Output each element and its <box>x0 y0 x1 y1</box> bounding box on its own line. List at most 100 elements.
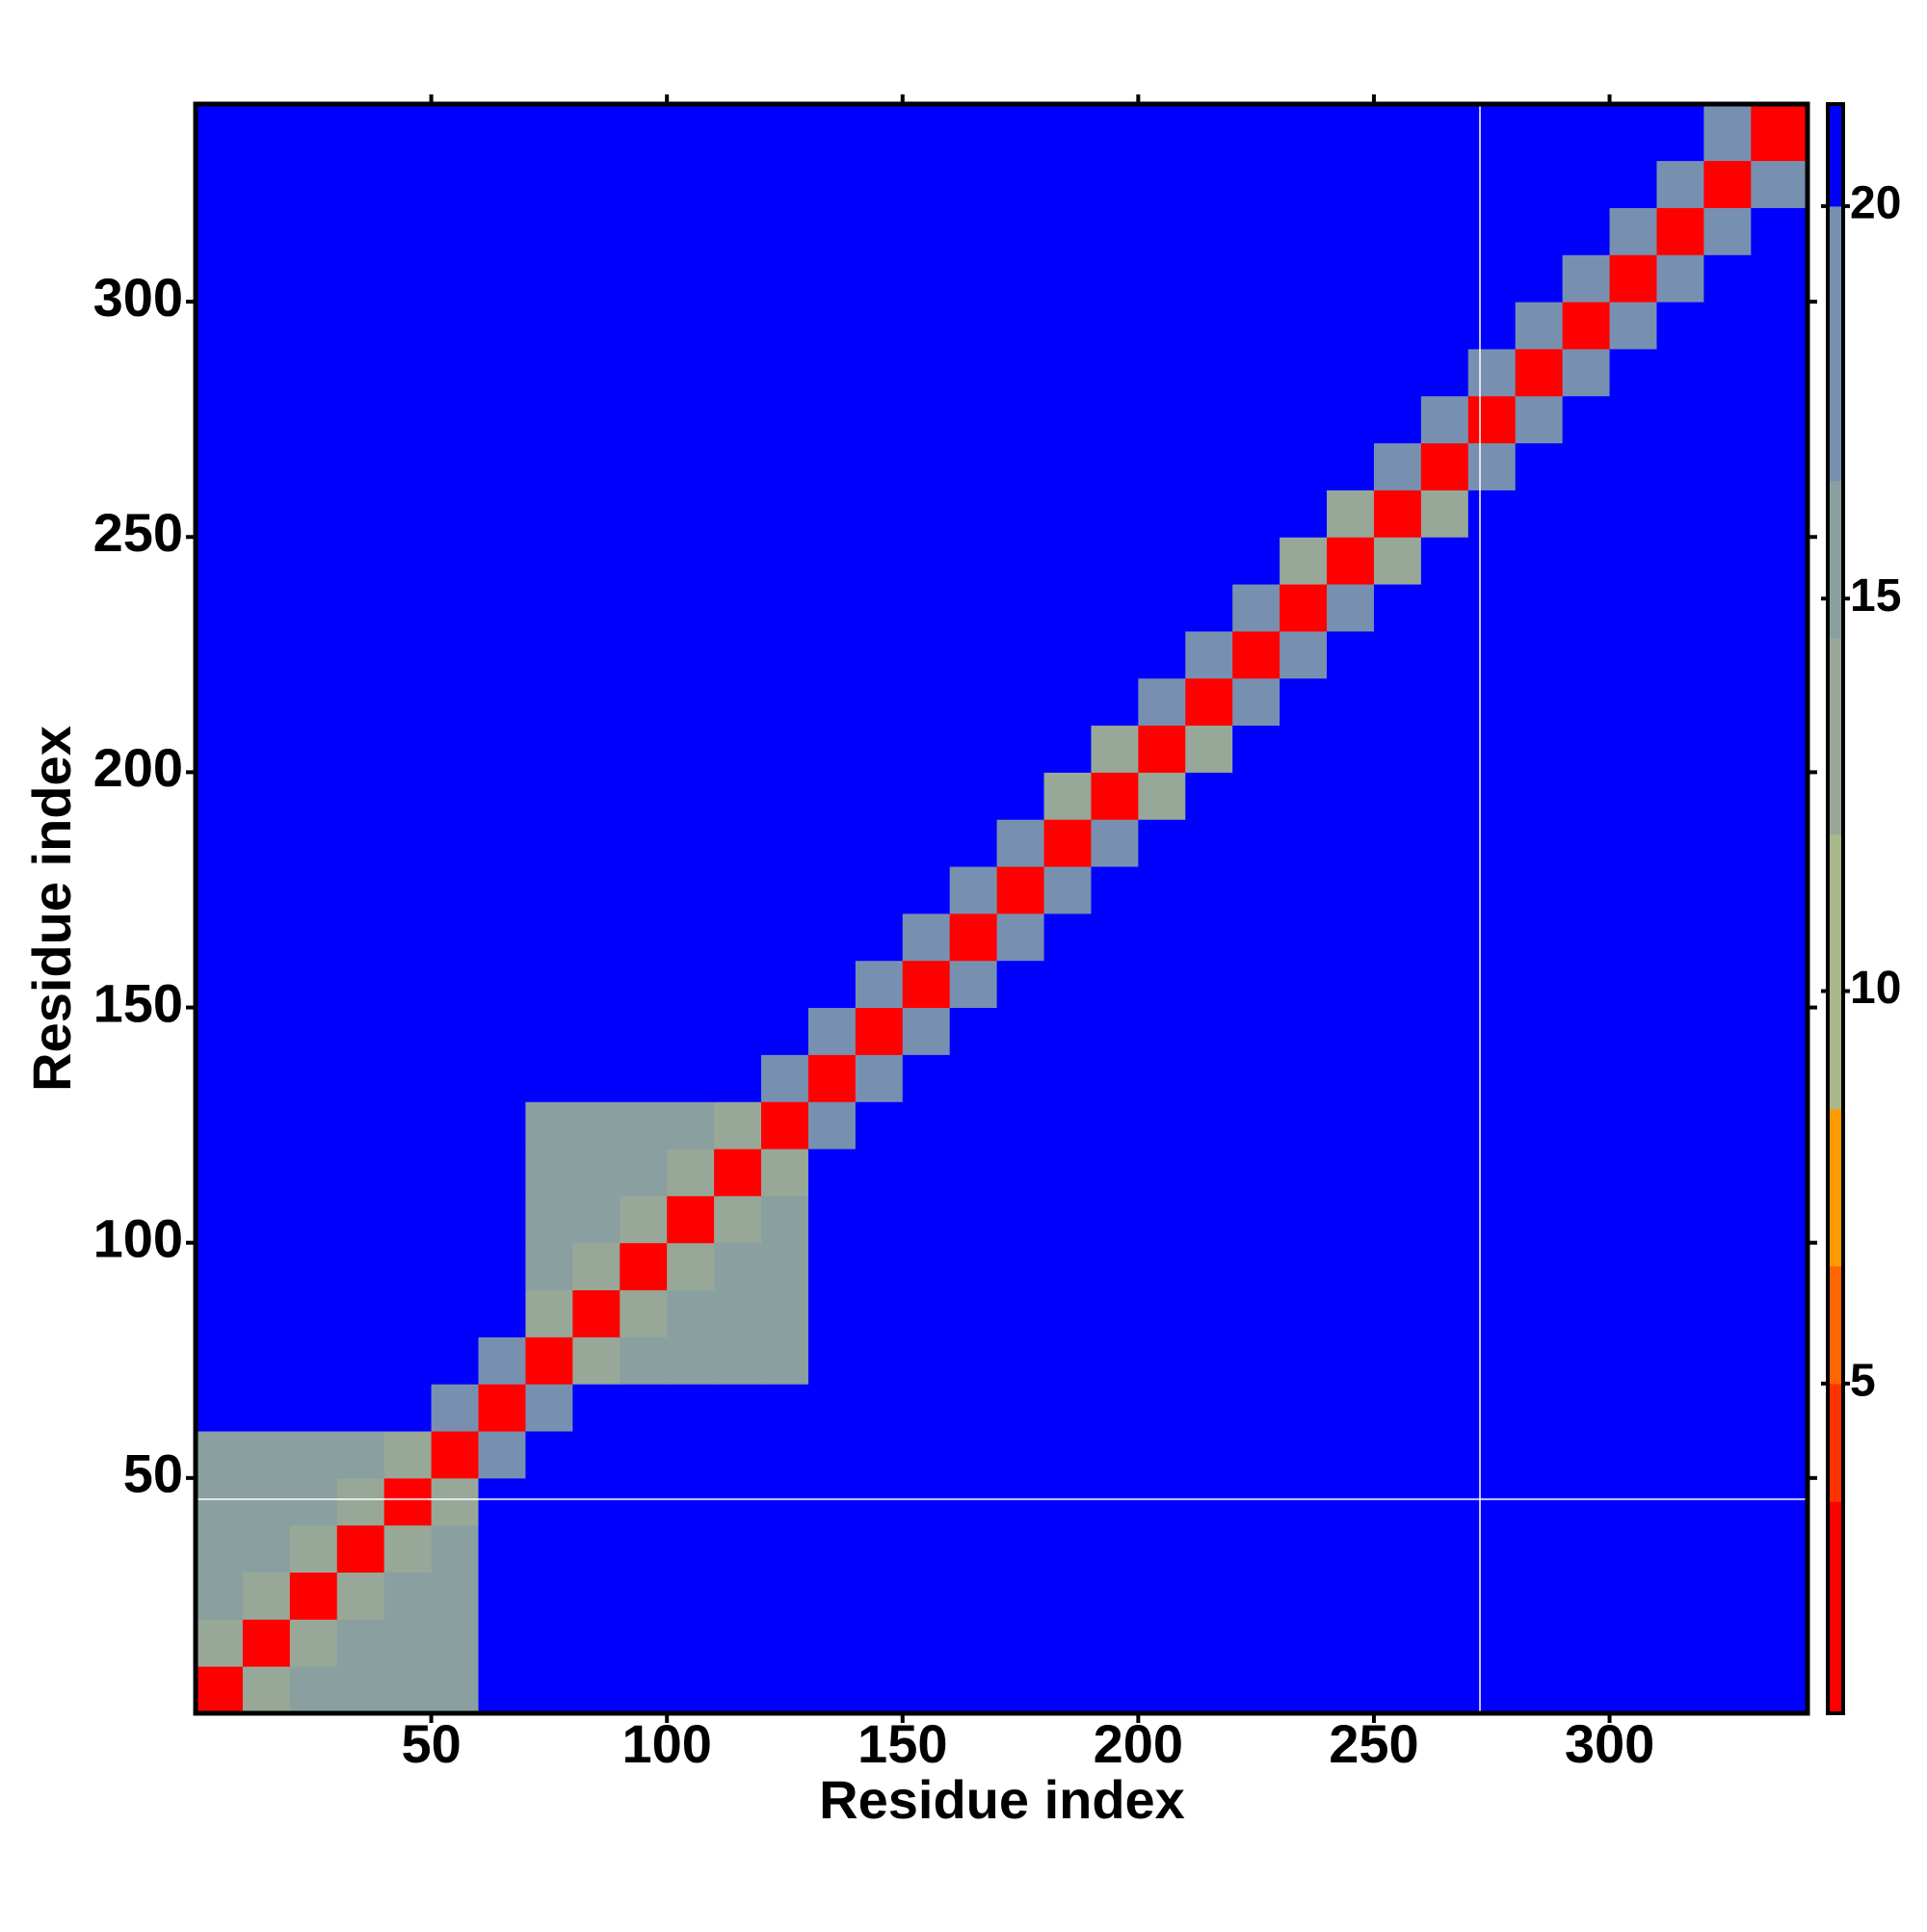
heatmap-cell <box>761 1007 809 1055</box>
heatmap-cell <box>1515 1572 1564 1620</box>
heatmap-cell <box>1043 960 1092 1009</box>
heatmap-cell <box>807 1195 857 1244</box>
heatmap-cell <box>1373 1431 1422 1479</box>
heatmap-cell <box>1043 302 1092 350</box>
colorbar-segment <box>1828 1108 1843 1267</box>
heatmap-cell <box>1043 1524 1092 1574</box>
heatmap-cell <box>761 395 809 444</box>
heatmap-cell <box>383 866 433 914</box>
heatmap-cell <box>949 584 998 632</box>
heatmap-cell <box>1327 160 1375 208</box>
heatmap-cell <box>1703 254 1752 303</box>
colorbar-tick-label: 20 <box>1850 178 1901 229</box>
heatmap-cell <box>431 725 480 773</box>
heatmap-cell <box>807 630 857 679</box>
heatmap-cell <box>1138 1101 1186 1150</box>
heatmap-cell <box>949 772 998 820</box>
heatmap-cell <box>620 160 668 208</box>
heatmap-cell <box>620 302 668 350</box>
y-axis-title: Residue index <box>21 726 82 1092</box>
heatmap-cell <box>1656 677 1704 727</box>
heatmap-cell <box>1656 1384 1704 1432</box>
heatmap-cell <box>1515 1101 1564 1150</box>
heatmap-cell <box>807 1149 857 1197</box>
heatmap-cell <box>1703 160 1752 208</box>
heatmap-cell <box>196 254 244 303</box>
heatmap-cell <box>902 302 951 350</box>
colorbar-segment <box>1828 481 1843 639</box>
heatmap-cell <box>855 1289 904 1337</box>
heatmap-cell <box>478 960 526 1009</box>
heatmap-cell <box>383 1572 433 1620</box>
heatmap-cell <box>714 254 762 303</box>
heatmap-cell <box>478 302 526 350</box>
heatmap-cell <box>383 1289 433 1337</box>
heatmap-cell <box>1609 1524 1657 1574</box>
heatmap-cell <box>855 442 904 490</box>
heatmap-cell <box>383 207 433 255</box>
heatmap-cell <box>1751 490 1808 538</box>
heatmap-cell <box>1327 1619 1375 1667</box>
heatmap-cell <box>1138 677 1186 727</box>
heatmap-cell <box>855 584 904 632</box>
heatmap-cell <box>620 677 668 727</box>
heatmap-cell <box>855 1666 904 1714</box>
heatmap-cell <box>667 207 715 255</box>
heatmap-cell <box>1562 1101 1611 1150</box>
heatmap-cell <box>807 584 857 632</box>
heatmap-cell <box>1751 1572 1808 1620</box>
heatmap-cell <box>1185 537 1233 585</box>
heatmap-cell <box>855 1477 904 1526</box>
heatmap-cell <box>196 395 244 444</box>
heatmap-cell <box>902 207 951 255</box>
heatmap-cell <box>620 1477 668 1526</box>
heatmap-cell <box>855 254 904 303</box>
heatmap-cell <box>1327 1337 1375 1385</box>
heatmap-cell <box>761 1242 809 1291</box>
heatmap-cell <box>478 490 526 538</box>
heatmap-cell <box>1043 104 1092 162</box>
heatmap-cell <box>336 254 385 303</box>
heatmap-cell <box>667 104 715 162</box>
heatmap-cell <box>1751 725 1808 773</box>
heatmap-cell <box>1467 1431 1517 1479</box>
heatmap-cell <box>1138 1195 1186 1244</box>
heatmap-cell <box>761 1384 809 1432</box>
heatmap-cell <box>949 1007 998 1055</box>
heatmap-cell <box>761 1619 809 1667</box>
heatmap-cell <box>478 1524 526 1574</box>
heatmap-cell <box>667 1666 715 1714</box>
heatmap-cell <box>525 1572 573 1620</box>
heatmap-cell <box>1232 677 1280 727</box>
heatmap-cell <box>525 1477 573 1526</box>
heatmap-cell <box>196 1242 244 1291</box>
heatmap-cell <box>807 348 857 397</box>
heatmap-cell <box>1327 1431 1375 1479</box>
heatmap-cell <box>667 913 715 962</box>
y-tick-label: 300 <box>93 267 183 328</box>
heatmap-cell <box>1703 725 1752 773</box>
heatmap-cell <box>996 1195 1045 1244</box>
heatmap-cell <box>714 1666 762 1714</box>
heatmap-cell <box>1562 1242 1611 1291</box>
heatmap-cell <box>855 1619 904 1667</box>
heatmap-cell <box>383 1242 433 1291</box>
heatmap-cell <box>1515 1289 1564 1337</box>
heatmap-cell <box>289 772 338 820</box>
heatmap-cell <box>996 490 1045 538</box>
heatmap-cell <box>1420 1384 1469 1432</box>
heatmap-cell <box>1703 104 1752 162</box>
heatmap-cell <box>1232 442 1280 490</box>
heatmap-cell <box>807 1477 857 1526</box>
heatmap-cell <box>902 1242 951 1291</box>
heatmap-cell <box>1420 1666 1469 1714</box>
heatmap-cell <box>1373 725 1422 773</box>
heatmap-cell <box>1467 677 1517 727</box>
heatmap-cell <box>761 160 809 208</box>
heatmap-cell <box>1609 442 1657 490</box>
heatmap-cell <box>1467 1619 1517 1667</box>
heatmap-cell <box>572 1666 620 1714</box>
heatmap-cell <box>1327 1101 1375 1150</box>
heatmap-cell <box>1280 1289 1328 1337</box>
heatmap-cell <box>1091 160 1139 208</box>
